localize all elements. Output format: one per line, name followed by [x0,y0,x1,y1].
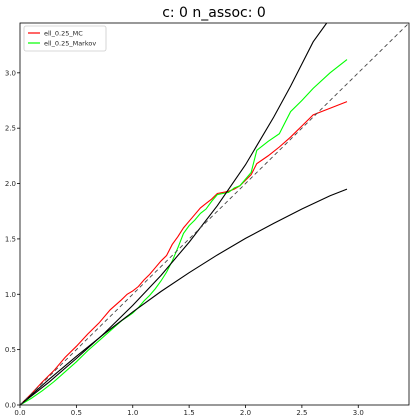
y-tick-label: 3.0 [5,69,16,77]
x-tick-label: 3.0 [353,409,364,417]
x-tick-label: 2.5 [296,409,307,417]
plot-area [20,23,409,405]
legend: ell_0.25_MC ell_0.25_Markov [23,25,107,52]
x-tick-label: 0.0 [14,409,25,417]
y-tick-label: 0.0 [5,402,16,410]
x-tick-label: 1.0 [127,409,138,417]
series-line-ell-0-25-mc [20,101,348,405]
plot-frame [19,22,410,406]
y-tick-label: 1.5 [5,235,16,243]
legend-entry-label: ell_0.25_Markov [44,39,96,47]
chart-title: c: 0 n_assoc: 0 [162,5,266,21]
bound-curve-2 [20,188,348,405]
y-tick-label: 0.5 [5,346,16,354]
y-tick-label: 2.0 [5,180,16,188]
y-tick-label: 1.0 [5,291,16,299]
legend-entry-label: ell_0.25_MC [44,29,83,37]
series-layer [20,23,409,405]
legend-box [23,25,107,52]
x-tick-label: 1.5 [184,409,195,417]
y-tick-label: 2.5 [5,125,16,133]
x-tick-label: 0.5 [71,409,82,417]
x-tick-label: 2.0 [240,409,251,417]
bound-curve-3 [20,23,328,405]
series-line-ell-0-25-markov [20,59,348,405]
axes-layer: 0.0 0.5 1.0 1.5 2.0 2.5 3.0 0.0 0.5 1.0 1.5 2.0 2.5 3… [5,22,410,417]
